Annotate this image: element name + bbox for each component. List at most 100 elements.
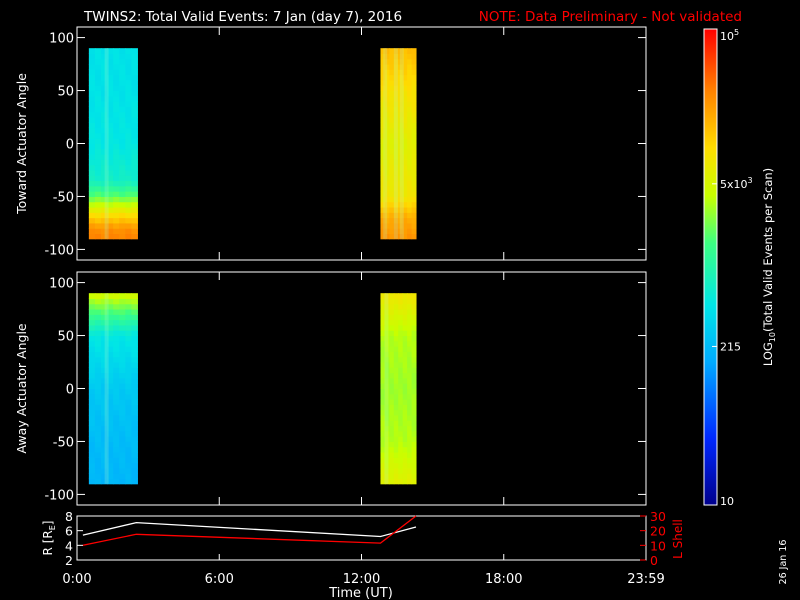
heatmap-cell <box>107 404 114 411</box>
heatmap-cell <box>125 79 132 86</box>
heatmap-cell <box>88 212 96 219</box>
heatmap-cell <box>380 335 386 342</box>
r-axis-label-sub: E <box>48 525 57 530</box>
heatmap-cell <box>107 117 114 123</box>
heatmap-cell <box>119 64 126 70</box>
heatmap-cell <box>389 58 395 65</box>
heatmap-cell <box>402 473 408 480</box>
heatmap-cell <box>131 207 138 213</box>
heatmap-cell <box>107 169 114 176</box>
heatmap-cell <box>131 48 138 54</box>
heatmap-cell <box>113 69 120 76</box>
heatmap-cell <box>411 362 417 368</box>
heatmap-cell <box>88 111 96 118</box>
heatmap-cell <box>131 222 138 229</box>
heatmap-cell <box>107 207 114 213</box>
heatmap-cell <box>131 101 138 107</box>
heatmap-cell <box>101 430 108 437</box>
heatmap-cell <box>131 201 138 208</box>
heatmap-cell <box>113 48 120 54</box>
heatmap-cell <box>402 228 408 235</box>
heatmap-cell <box>380 319 386 326</box>
heatmap-cell <box>393 362 399 368</box>
heatmap-cell <box>107 362 114 368</box>
heatmap-cell <box>384 212 390 219</box>
heatmap-cell <box>407 58 413 65</box>
heatmap-cell <box>94 346 102 352</box>
heatmap-cell <box>380 233 386 240</box>
heatmap-cell <box>402 74 408 81</box>
heatmap-cell <box>393 228 399 235</box>
heatmap-cell <box>94 293 102 299</box>
heatmap-cell <box>380 164 386 171</box>
heatmap-cell <box>125 446 132 453</box>
heatmap-cell <box>119 393 126 400</box>
heatmap-cell <box>393 324 399 331</box>
heatmap-cell <box>411 330 417 337</box>
r-axis-label-end: ] <box>41 521 55 526</box>
heatmap-cell <box>101 228 108 235</box>
heatmap-cell <box>101 404 108 411</box>
heatmap-cell <box>131 362 138 368</box>
heatmap-cell <box>125 180 132 187</box>
heatmap-cell <box>113 180 120 187</box>
heatmap-cell <box>125 101 132 107</box>
heatmap-cell <box>398 90 404 97</box>
heatmap-cell <box>384 425 390 432</box>
heatmap-cell <box>125 212 132 219</box>
heatmap-cell <box>94 175 102 182</box>
time-tick-label: 6:00 <box>205 572 234 587</box>
heatmap-cell <box>119 298 126 305</box>
heatmap-cell <box>88 148 96 155</box>
heatmap-cell <box>411 132 417 139</box>
heatmap-cell <box>88 319 96 326</box>
heatmap-cell <box>384 404 390 411</box>
heatmap-cell <box>113 138 120 144</box>
heatmap-cell <box>393 430 399 437</box>
heatmap-cell <box>88 95 96 102</box>
heatmap-cell <box>407 132 413 139</box>
heatmap-cell <box>384 74 390 81</box>
heatmap-cell <box>125 169 132 176</box>
heatmap-cell <box>402 79 408 86</box>
heatmap-cell <box>94 132 102 139</box>
heatmap-cell <box>411 399 417 405</box>
heatmap-cell <box>125 127 132 134</box>
heatmap-cell <box>402 425 408 432</box>
heatmap-cell <box>125 372 132 379</box>
heatmap-cell <box>398 175 404 182</box>
heatmap-cell <box>119 191 126 197</box>
heatmap-cell <box>125 138 132 144</box>
heatmap-cell <box>107 298 114 305</box>
heatmap-cell <box>384 191 390 197</box>
heatmap-cell <box>407 367 413 374</box>
heatmap-cell <box>101 441 108 448</box>
heatmap-cell <box>101 48 108 54</box>
heatmap-cell <box>389 356 395 363</box>
heatmap-cell <box>402 309 408 315</box>
heatmap-cell <box>389 441 395 448</box>
heatmap-cell <box>407 409 413 416</box>
colorbar-tick-text: 215 <box>720 340 741 353</box>
heatmap-cell <box>380 356 386 363</box>
heatmap-cell <box>407 154 413 160</box>
heatmap-cell <box>393 473 399 480</box>
heatmap-cell <box>398 372 404 379</box>
heatmap-cell <box>94 111 102 118</box>
heatmap-cell <box>107 335 114 342</box>
heatmap-cell <box>119 117 126 123</box>
heatmap-cell <box>101 414 108 421</box>
heatmap-cell <box>407 351 413 358</box>
heatmap-cell <box>101 159 108 166</box>
heatmap-cell <box>407 414 413 421</box>
away-y-axis-label: Away Actuator Angle <box>14 323 29 454</box>
heatmap-cell <box>113 212 120 219</box>
heatmap-column-highlight <box>104 293 109 484</box>
heatmap-cell <box>119 106 126 113</box>
heatmap-cell <box>101 222 108 229</box>
heatmap-cell <box>131 127 138 134</box>
heatmap-cell <box>131 356 138 363</box>
heatmap-cell <box>398 122 404 129</box>
